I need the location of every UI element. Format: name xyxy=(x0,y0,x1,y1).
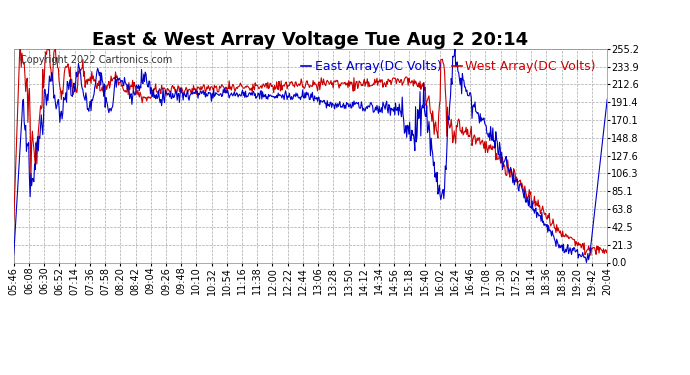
Title: East & West Array Voltage Tue Aug 2 20:14: East & West Array Voltage Tue Aug 2 20:1… xyxy=(92,31,529,49)
Text: Copyright 2022 Cartronics.com: Copyright 2022 Cartronics.com xyxy=(20,55,172,65)
Legend: East Array(DC Volts), West Array(DC Volts): East Array(DC Volts), West Array(DC Volt… xyxy=(296,55,601,78)
